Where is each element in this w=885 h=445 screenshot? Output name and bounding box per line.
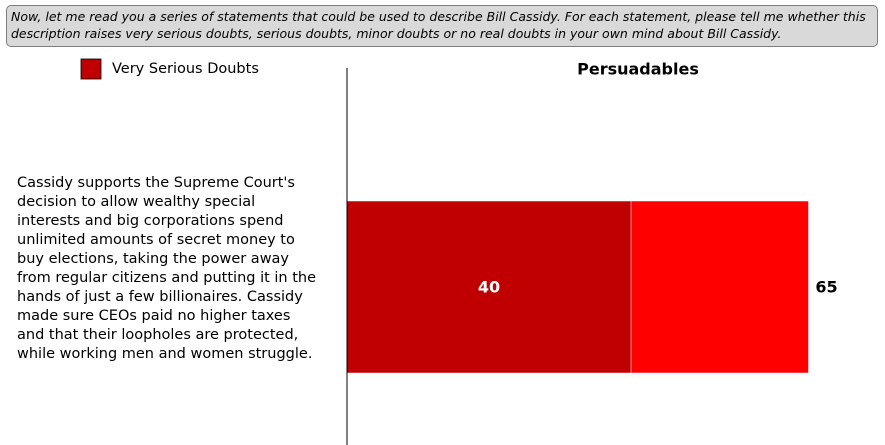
bar <box>346 200 632 374</box>
data-label: 40 <box>478 278 500 297</box>
legend-label: Very Serious Doubts <box>112 61 259 77</box>
category-label: Cassidy supports the Supreme Court's dec… <box>17 175 317 362</box>
chart-title: Persuadables <box>577 60 699 79</box>
question-box: Now, let me read you a series of stateme… <box>6 5 878 47</box>
data-label: 65 <box>815 278 837 297</box>
legend-swatch <box>80 58 102 80</box>
